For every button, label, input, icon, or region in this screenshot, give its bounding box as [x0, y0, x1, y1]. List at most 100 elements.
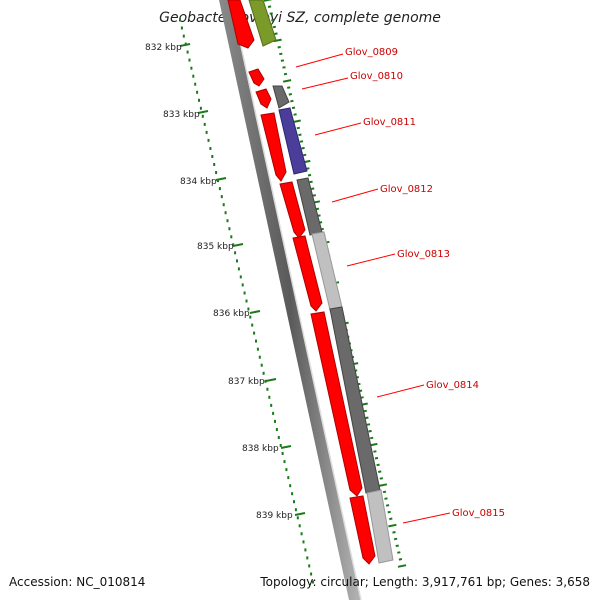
- track-dot: [253, 331, 256, 335]
- inner-track-mark: [274, 32, 278, 35]
- gene-arrow-0813[interactable]: [292, 235, 323, 312]
- track-dot: [245, 299, 248, 303]
- inner-track-mark: [287, 86, 291, 89]
- track-dot: [272, 411, 275, 415]
- inner-track-mark: [296, 126, 300, 130]
- inner-track-mark: [291, 106, 296, 110]
- inner-track-mark: [363, 409, 367, 413]
- inner-track-mark: [267, 5, 272, 8]
- gene-label-0814[interactable]: Glov_0814: [426, 380, 479, 391]
- feature-track: [248, 0, 394, 564]
- track-dot: [294, 508, 297, 512]
- inner-track-mark: [365, 416, 369, 420]
- inner-track-mark: [298, 133, 302, 137]
- gene-arrow-0814[interactable]: [310, 311, 363, 497]
- track-dot: [249, 315, 252, 319]
- track-dot: [236, 259, 238, 263]
- kbp-tick: [215, 177, 227, 181]
- inner-track-mark: [272, 25, 277, 29]
- gene-arrow-0810[interactable]: [255, 88, 272, 109]
- track-dot: [234, 251, 237, 255]
- gene-label-0811[interactable]: Glov_0811: [363, 117, 416, 128]
- track-dot: [220, 195, 223, 199]
- inner-track-mark: [288, 93, 292, 96]
- track-dot: [302, 540, 305, 544]
- inner-track-mark: [389, 517, 393, 521]
- gene-arrow-0815[interactable]: [349, 495, 376, 565]
- inner-track-mark: [374, 456, 379, 460]
- kbp-tick: [179, 43, 191, 47]
- track-dot: [241, 283, 244, 287]
- kbp-label: 837 kbp: [228, 377, 265, 387]
- track-dot: [190, 66, 193, 70]
- track-dot: [207, 138, 210, 142]
- gene-label-0812[interactable]: Glov_0812: [380, 184, 433, 195]
- track-dot: [274, 419, 276, 423]
- track-dot: [205, 130, 208, 134]
- inner-track-mark: [388, 523, 397, 528]
- inner-track-mark: [366, 423, 371, 426]
- track-dot: [186, 50, 189, 54]
- kbp-tick: [232, 243, 244, 247]
- inner-track-mark: [277, 45, 281, 49]
- track-dot: [293, 500, 295, 504]
- inner-track-mark: [395, 544, 399, 548]
- green-feature: [248, 0, 277, 47]
- inner-track-mark: [283, 72, 288, 76]
- inner-track-mark: [299, 140, 304, 143]
- track-dot: [211, 155, 214, 158]
- inner-track-mark: [384, 497, 388, 500]
- track-dot: [266, 387, 269, 391]
- track-dot: [306, 556, 309, 560]
- inner-track-mark: [301, 146, 305, 150]
- grey-feature-0815: [366, 489, 394, 564]
- gene-label-0815[interactable]: Glov_0815: [452, 508, 505, 519]
- gene-arrow-0811[interactable]: [260, 112, 287, 182]
- kbp-label: 832 kbp: [145, 43, 182, 53]
- track-dot: [239, 275, 242, 279]
- track-dot: [188, 58, 191, 62]
- inner-track-mark: [290, 99, 294, 103]
- track-dot: [262, 371, 265, 375]
- outer-tick-track: [179, 18, 314, 584]
- track-dot: [308, 564, 311, 568]
- track-dot: [192, 74, 195, 78]
- track-dot: [291, 492, 294, 496]
- track-dot: [201, 114, 204, 118]
- inner-track-mark: [269, 12, 273, 15]
- inner-track-mark: [387, 510, 391, 514]
- inner-track-mark: [311, 187, 315, 190]
- track-dot: [224, 211, 227, 215]
- track-dot: [283, 460, 286, 464]
- inner-track-mark: [271, 18, 275, 22]
- track-dot: [277, 436, 280, 439]
- inner-track-mark: [303, 153, 307, 157]
- inner-track-mark: [379, 477, 383, 480]
- gene-label-0813[interactable]: Glov_0813: [397, 249, 450, 260]
- genome-backbone: [219, 0, 362, 600]
- track-dot: [203, 122, 206, 126]
- track-dot: [304, 548, 307, 552]
- gene-arrow-0812[interactable]: [279, 181, 306, 239]
- track-dot: [213, 163, 216, 166]
- gene-arrow-0809[interactable]: [227, 0, 255, 49]
- track-dot: [228, 227, 231, 231]
- track-dot: [312, 580, 314, 584]
- track-dot: [260, 363, 263, 367]
- gene-label-0810[interactable]: Glov_0810: [350, 71, 403, 82]
- gene-label-0809[interactable]: Glov_0809: [345, 47, 398, 58]
- track-dot: [296, 516, 299, 520]
- inner-track-mark: [373, 450, 377, 453]
- track-dot: [285, 468, 288, 472]
- inner-track-mark: [279, 52, 283, 56]
- inner-track-mark: [307, 173, 312, 177]
- gene-callouts: Glov_0809 Glov_0810 Glov_0811 Glov_0812 …: [295, 47, 505, 524]
- track-dot: [255, 339, 257, 343]
- inner-track-mark: [309, 180, 313, 184]
- inner-track-mark: [282, 79, 292, 83]
- track-dot: [226, 219, 229, 223]
- inner-track-mark: [382, 490, 387, 494]
- track-dot: [222, 203, 225, 207]
- track-dot: [198, 98, 200, 102]
- gene-arrow-0810a[interactable]: [248, 68, 265, 87]
